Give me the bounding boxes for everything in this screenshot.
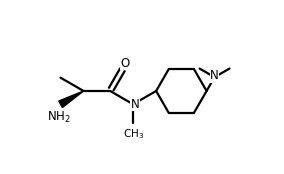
Text: N: N [210,69,219,82]
Polygon shape [59,91,83,108]
Text: N: N [131,98,140,111]
Text: O: O [120,57,130,70]
Text: NH$_2$: NH$_2$ [47,110,71,125]
Text: CH$_3$: CH$_3$ [122,128,144,141]
